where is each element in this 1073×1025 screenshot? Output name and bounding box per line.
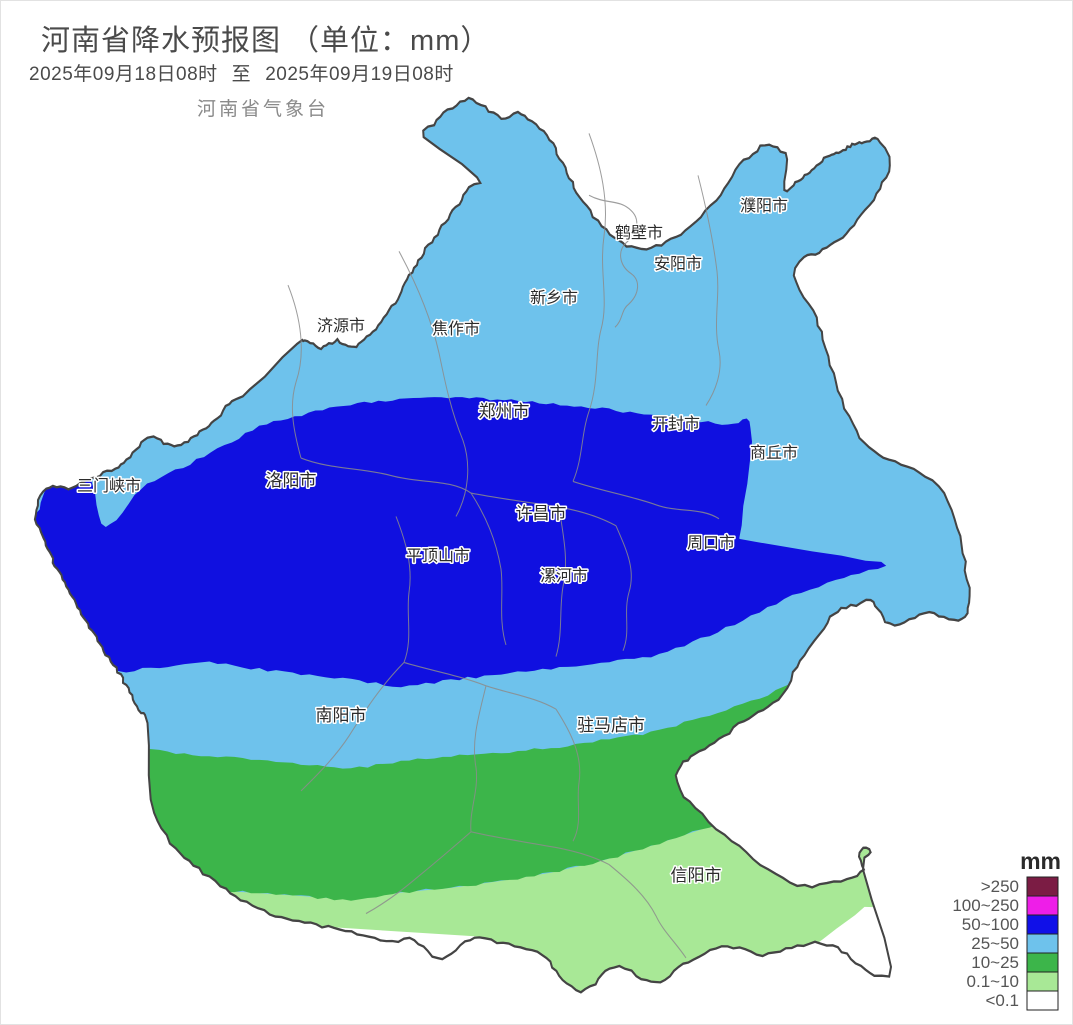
svg-text:三门峡市: 三门峡市 [77, 477, 141, 495]
svg-text:鹤壁市: 鹤壁市 [615, 223, 663, 242]
svg-text:mm: mm [1020, 848, 1061, 874]
svg-text:新乡市: 新乡市 [530, 289, 578, 307]
svg-text:焦作市: 焦作市 [432, 320, 480, 338]
svg-text:洛阳市: 洛阳市 [266, 471, 317, 490]
svg-text:南阳市: 南阳市 [316, 706, 367, 725]
svg-text:漯河市: 漯河市 [540, 567, 588, 585]
svg-text:许昌市: 许昌市 [516, 504, 567, 523]
svg-text:开封市: 开封市 [652, 415, 700, 433]
svg-text:平顶山市: 平顶山市 [406, 547, 470, 565]
svg-text:济源市: 济源市 [317, 317, 365, 335]
svg-text:信阳市: 信阳市 [671, 866, 722, 885]
svg-text:50~100: 50~100 [962, 915, 1019, 934]
svg-text:10~25: 10~25 [971, 953, 1019, 972]
svg-text:100~250: 100~250 [952, 896, 1019, 915]
svg-text:驻马店市: 驻马店市 [577, 716, 645, 735]
svg-text:<0.1: <0.1 [985, 991, 1019, 1010]
svg-text:郑州市: 郑州市 [479, 402, 530, 421]
svg-text:安阳市: 安阳市 [654, 255, 702, 273]
svg-text:周口市: 周口市 [687, 534, 735, 552]
svg-text:商丘市: 商丘市 [750, 444, 798, 462]
svg-text:25~50: 25~50 [971, 934, 1019, 953]
svg-text:0.1~10: 0.1~10 [967, 972, 1019, 991]
svg-text:濮阳市: 濮阳市 [740, 197, 788, 215]
svg-text:>250: >250 [981, 877, 1019, 896]
